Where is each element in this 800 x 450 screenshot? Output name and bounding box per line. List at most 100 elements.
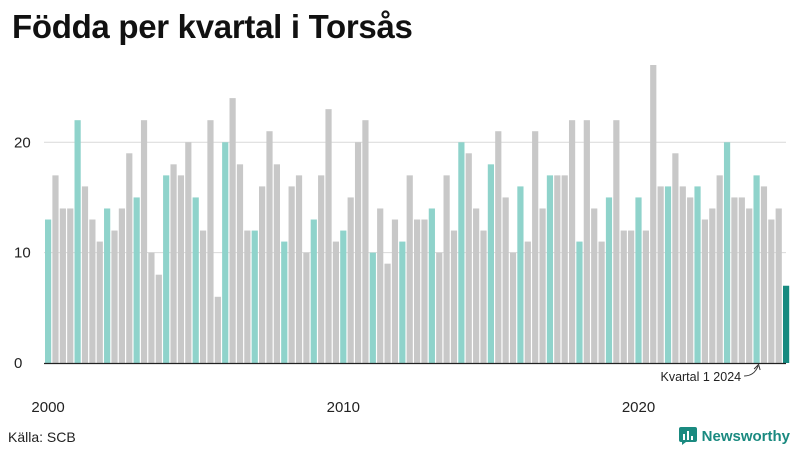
- bar: [96, 241, 103, 363]
- bar: [288, 186, 295, 363]
- bar: [118, 208, 125, 363]
- bar: [768, 219, 775, 363]
- bar: [45, 219, 52, 363]
- bar: [502, 197, 509, 363]
- annotation-arrow: [744, 365, 759, 377]
- bar: [546, 175, 554, 363]
- bar: [554, 175, 561, 363]
- bar: [421, 219, 428, 363]
- bar: [487, 164, 494, 363]
- bar: [266, 131, 273, 363]
- bar: [155, 274, 162, 363]
- bar: [635, 197, 642, 363]
- bar: [81, 186, 89, 363]
- bar: [199, 230, 207, 363]
- bar: [473, 208, 480, 363]
- bar: [443, 175, 450, 363]
- bar: [214, 296, 221, 363]
- bar: [59, 208, 66, 363]
- bar: [561, 175, 568, 363]
- bar: [192, 197, 199, 363]
- bar: [222, 142, 229, 363]
- bar: [495, 131, 502, 363]
- bar: [310, 219, 317, 363]
- bar: [325, 109, 332, 364]
- bar: [133, 197, 140, 363]
- bar: [354, 142, 362, 363]
- bar: [281, 241, 288, 363]
- bar: [67, 208, 74, 363]
- x-tick-label: 2010: [327, 399, 360, 416]
- bar: [347, 197, 354, 363]
- bar: [576, 241, 583, 363]
- bar: [775, 208, 782, 363]
- bar: [672, 153, 679, 363]
- bar: [140, 120, 148, 363]
- bar: [716, 175, 723, 363]
- bar: [450, 230, 458, 363]
- bar: [524, 241, 531, 363]
- bar: [185, 142, 192, 363]
- bar: [369, 252, 376, 363]
- bar: [170, 164, 177, 363]
- bar: [591, 208, 598, 363]
- newsworthy-logo-icon: [678, 427, 697, 445]
- axes: 0 10 20 2000 2010 2020: [14, 134, 786, 416]
- bar: [362, 120, 369, 363]
- bar: [74, 120, 81, 363]
- bar: [694, 186, 701, 363]
- bar: [399, 241, 406, 363]
- bar: [406, 175, 413, 363]
- bar: [377, 208, 384, 363]
- bar: [251, 230, 258, 363]
- bar: [207, 120, 214, 363]
- annotation-label: Kvartal 1 2024: [660, 370, 741, 384]
- bar: [753, 175, 760, 363]
- bar: [605, 197, 613, 363]
- bar: [148, 252, 155, 363]
- bar: [642, 230, 649, 363]
- bar: [539, 208, 546, 363]
- brand-name: Newsworthy: [701, 427, 790, 445]
- bar: [295, 175, 303, 363]
- bar: [229, 98, 236, 364]
- bar: [731, 197, 738, 363]
- y-tick-label: 0: [14, 355, 22, 372]
- bar: [650, 65, 657, 363]
- y-tick-label: 10: [14, 245, 31, 262]
- bar: [318, 175, 325, 363]
- x-tick-label: 2000: [31, 399, 64, 416]
- bar: [746, 208, 753, 363]
- bar: [163, 175, 170, 363]
- bar: [465, 153, 472, 363]
- bar: [414, 219, 421, 363]
- bar: [89, 219, 96, 363]
- bar: [436, 252, 443, 363]
- bar: [613, 120, 620, 363]
- chart-title: Födda per kvartal i Torsås: [12, 8, 413, 45]
- bar: [723, 142, 731, 363]
- bar: [628, 230, 635, 363]
- bar: [236, 164, 244, 363]
- bar: [598, 241, 605, 363]
- bar: [303, 252, 310, 363]
- bar: [177, 175, 185, 363]
- bar: [687, 197, 694, 363]
- bar: [532, 131, 539, 363]
- bar: [679, 186, 686, 363]
- bar: [273, 164, 280, 363]
- source-note: Källa: SCB: [8, 429, 76, 445]
- bar: [509, 252, 517, 363]
- bar: [783, 285, 790, 363]
- bar: [701, 219, 709, 363]
- bar: [332, 241, 340, 363]
- bar: [738, 197, 745, 363]
- newsworthy-brand[interactable]: Newsworthy: [678, 427, 790, 445]
- bar-series: [45, 65, 790, 364]
- bar: [568, 120, 576, 363]
- bar: [259, 186, 266, 363]
- annotation-arrowhead: [753, 363, 761, 371]
- bar: [760, 186, 768, 363]
- bar: [384, 263, 391, 363]
